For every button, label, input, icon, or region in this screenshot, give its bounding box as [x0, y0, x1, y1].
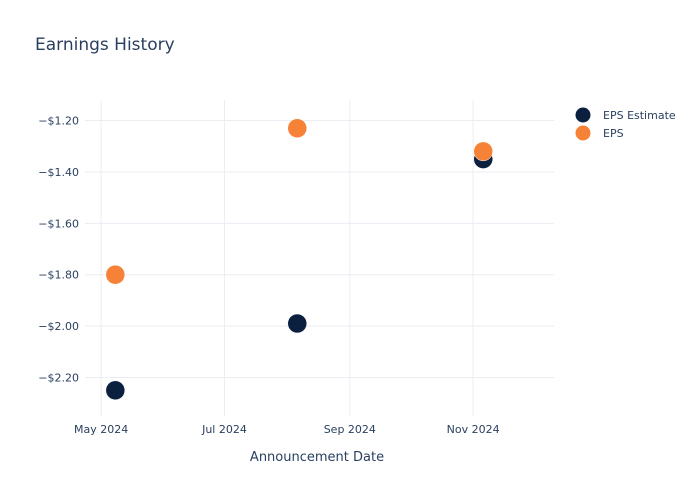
data-points: [105, 118, 493, 401]
grid: [85, 100, 554, 416]
y-tick-label: −$2.20: [38, 371, 79, 384]
x-tick-label: Sep 2024: [324, 423, 376, 436]
point-eps-estimate[interactable]: [287, 313, 308, 334]
y-tick-label: −$1.60: [38, 217, 79, 230]
x-axis-title: Announcement Date: [250, 450, 384, 465]
x-axis-ticks: May 2024 Jul 2024 Sep 2024 Nov 2024: [74, 423, 500, 436]
legend-label-eps[interactable]: EPS: [603, 127, 624, 140]
x-tick-label: Jul 2024: [201, 423, 247, 436]
chart-title: Earnings History: [35, 35, 175, 55]
y-tick-label: −$1.20: [38, 115, 79, 128]
y-axis-ticks: −$1.20 −$1.40 −$1.60 −$1.80 −$2.00 −$2.20: [38, 115, 79, 385]
y-tick-label: −$1.40: [38, 166, 79, 179]
point-eps-estimate[interactable]: [105, 380, 126, 401]
legend-marker-eps-estimate[interactable]: [575, 107, 591, 123]
x-tick-label: May 2024: [74, 423, 128, 436]
x-tick-label: Nov 2024: [447, 423, 500, 436]
legend[interactable]: EPS Estimate EPS: [575, 107, 676, 141]
point-eps[interactable]: [287, 118, 308, 139]
legend-marker-eps[interactable]: [575, 125, 591, 141]
point-eps[interactable]: [105, 264, 126, 285]
y-tick-label: −$1.80: [38, 269, 79, 282]
legend-label-eps-estimate[interactable]: EPS Estimate: [603, 109, 676, 122]
y-tick-label: −$2.00: [38, 320, 79, 333]
point-eps[interactable]: [473, 141, 493, 162]
